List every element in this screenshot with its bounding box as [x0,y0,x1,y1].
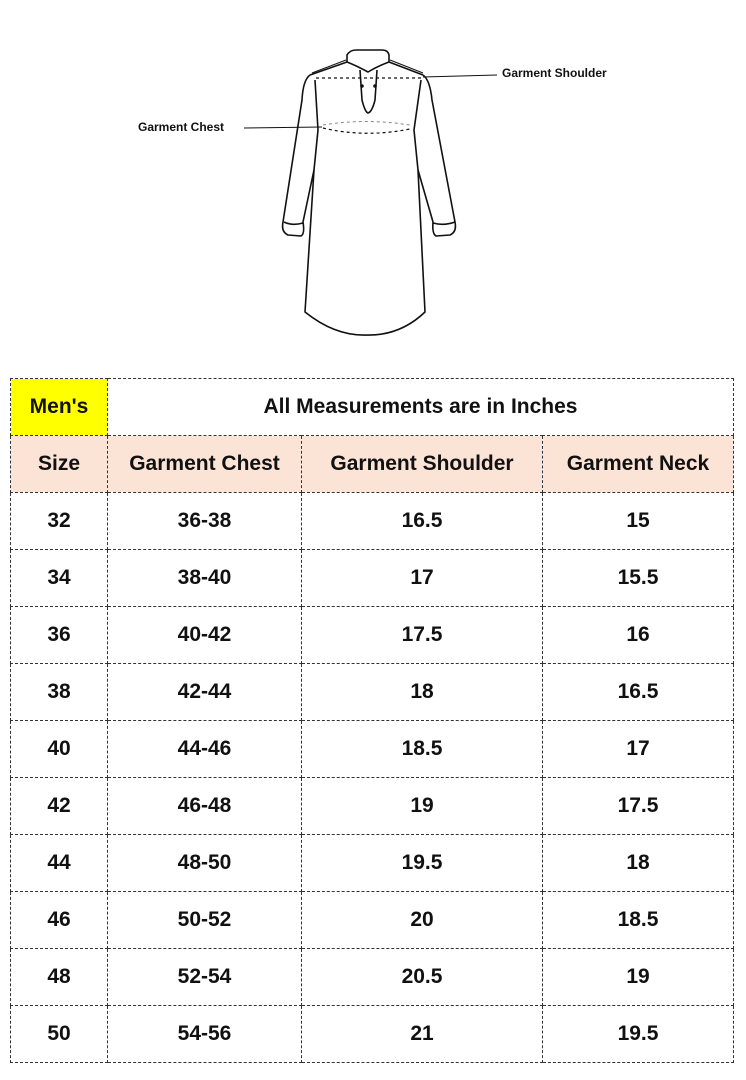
size-cell: 32 [10,492,108,550]
col-header-neck: Garment Neck [541,435,735,493]
table-row: 36 40-42 17.5 16 [10,606,735,664]
col-header-shoulder: Garment Shoulder [301,435,543,493]
shoulder-cell: 21 [301,1005,543,1063]
chest-label: Garment Chest [138,120,225,134]
table-row: 42 46-48 19 17.5 [10,777,735,835]
neck-cell: 16 [541,606,735,664]
title-row: Men's All Measurements are in Inches [10,378,735,436]
shoulder-cell: 19.5 [301,834,543,892]
table-row: 44 48-50 19.5 18 [10,834,735,892]
neck-cell: 16.5 [541,663,735,721]
size-cell: 40 [10,720,108,778]
table-row: 46 50-52 20 18.5 [10,891,735,949]
neck-cell: 19.5 [541,1005,735,1063]
shoulder-cell: 20 [301,891,543,949]
chest-cell: 48-50 [107,834,302,892]
size-cell: 42 [10,777,108,835]
shoulder-label: Garment Shoulder [502,66,607,80]
shoulder-cell: 17.5 [301,606,543,664]
chest-cell: 44-46 [107,720,302,778]
neck-cell: 17.5 [541,777,735,835]
neck-cell: 15.5 [541,549,735,607]
table-row: 50 54-56 21 19.5 [10,1005,735,1063]
kurta-diagram: Garment Shoulder Garment Chest [0,0,746,370]
shoulder-cell: 18 [301,663,543,721]
chest-cell: 46-48 [107,777,302,835]
size-cell: 36 [10,606,108,664]
shoulder-cell: 18.5 [301,720,543,778]
table-row: 32 36-38 16.5 15 [10,492,735,550]
neck-cell: 19 [541,948,735,1006]
shoulder-cell: 20.5 [301,948,543,1006]
neck-cell: 15 [541,492,735,550]
kurta-illustration [243,49,498,336]
size-chart-table: Men's All Measurements are in Inches Siz… [10,378,735,1063]
chest-cell: 40-42 [107,606,302,664]
chest-cell: 42-44 [107,663,302,721]
chest-cell: 50-52 [107,891,302,949]
size-cell: 44 [10,834,108,892]
group-label: Men's [10,378,108,436]
chest-cell: 54-56 [107,1005,302,1063]
chest-cell: 38-40 [107,549,302,607]
shoulder-cell: 16.5 [301,492,543,550]
col-header-chest: Garment Chest [107,435,302,493]
table-row: 40 44-46 18.5 17 [10,720,735,778]
shoulder-cell: 19 [301,777,543,835]
chest-cell: 36-38 [107,492,302,550]
chest-cell: 52-54 [107,948,302,1006]
size-cell: 50 [10,1005,108,1063]
neck-cell: 18.5 [541,891,735,949]
table-row: 38 42-44 18 16.5 [10,663,735,721]
neck-cell: 18 [541,834,735,892]
col-header-size: Size [10,435,108,493]
table-row: 48 52-54 20.5 19 [10,948,735,1006]
units-note: All Measurements are in Inches [106,378,735,436]
size-cell: 34 [10,549,108,607]
table-row: 34 38-40 17 15.5 [10,549,735,607]
neck-cell: 17 [541,720,735,778]
size-cell: 38 [10,663,108,721]
size-cell: 46 [10,891,108,949]
header-row: Size Garment Chest Garment Shoulder Garm… [10,435,735,493]
shoulder-cell: 17 [301,549,543,607]
size-cell: 48 [10,948,108,1006]
